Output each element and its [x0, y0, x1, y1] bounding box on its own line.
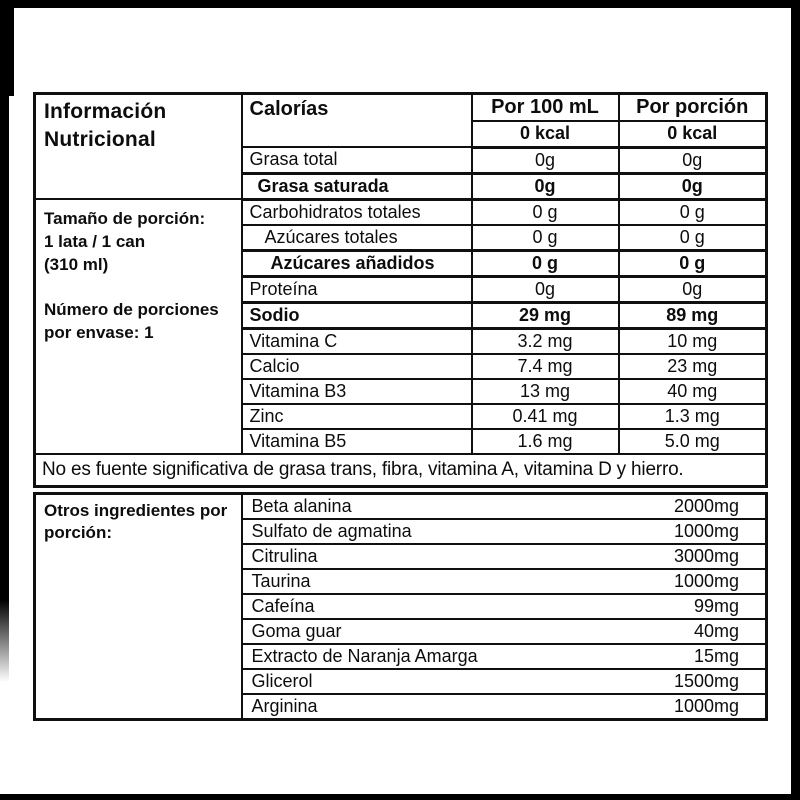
nutrient-name: Grasa total [240, 146, 473, 174]
ingredient-name: Citrulina [251, 546, 318, 566]
ingredient-amount: 1000mg [673, 521, 739, 541]
calories-header: Calorías [240, 92, 473, 148]
ingredient-name: Taurina [251, 571, 311, 591]
nutrient-name: Azúcares totales [240, 223, 473, 251]
nutrient-name: Azúcares añadidos [240, 248, 473, 278]
nutrient-row-proteina: Proteína 0g 0g [35, 275, 768, 303]
nutrient-name: Vitamina B3 [240, 377, 473, 405]
nutrient-per-serving: 89 mg [617, 300, 768, 330]
nutrient-per-serving: 0 g [617, 248, 768, 278]
nutrient-per-serving: 0g [617, 146, 768, 174]
nutrient-per-100ml: 7.4 mg [470, 352, 620, 380]
photo-edge-artifact-bottom [0, 794, 800, 800]
nutrient-row-grasa-saturada: Grasa saturada 0g 0g [35, 171, 768, 201]
nutrient-name: Sodio [240, 300, 473, 330]
serving-size-volume: (310 ml) [44, 254, 109, 274]
calories-per-serving: 0 kcal [617, 120, 768, 149]
ingredient-row: Glicerol 1500mg [35, 668, 768, 695]
ingredient-row: Otros ingredientes por porción: Beta ala… [33, 492, 768, 721]
ingredient-row: Extracto de Naranja Amarga 15mg [35, 643, 768, 670]
ingredient-name: Extracto de Naranja Amarga [251, 646, 478, 666]
ingredient-amount: 1000mg [673, 571, 739, 591]
nutrient-row-zinc: Zinc 0.41 mg 1.3 mg [35, 402, 768, 430]
nutrient-per-serving: 5.0 mg [617, 427, 768, 455]
nutrient-per-serving: 0g [617, 171, 768, 201]
spacer [44, 277, 235, 299]
ingredient-name: Beta alanina [251, 496, 352, 516]
nutrient-per-100ml: 3.2 mg [470, 327, 620, 355]
per-100ml-header: Por 100 mL [470, 92, 620, 122]
nutrient-per-serving: 0 g [617, 198, 768, 226]
nutrient-per-100ml: 0 g [470, 223, 620, 251]
nutrient-row-grasa-total: Grasa total 0g 0g [35, 146, 768, 174]
nutrition-title: Información Nutricional [33, 92, 243, 200]
nutrient-row-vitamina-b3: Vitamina B3 13 mg 40 mg [35, 377, 768, 405]
nutrient-name: Vitamina B5 [240, 427, 473, 455]
nutrient-per-100ml: 29 mg [470, 300, 620, 330]
servings-per-container-line1: Número de porciones [44, 299, 219, 319]
per-serving-header: Por porción [617, 92, 768, 122]
nutrient-per-100ml: 0g [470, 146, 620, 174]
calories-per-100ml: 0 kcal [470, 120, 620, 149]
nutrient-row-calcio: Calcio 7.4 mg 23 mg [35, 352, 768, 380]
nutrient-per-100ml: 0g [470, 171, 620, 201]
nutrient-name: Carbohidratos totales [240, 198, 473, 226]
nutrient-row-vitamina-b5: Vitamina B5 1.6 mg 5.0 mg [35, 427, 768, 455]
ingredient-row: Sulfato de agmatina 1000mg [35, 518, 768, 545]
ingredient-row: Citrulina 3000mg [35, 543, 768, 570]
nutrient-name: Grasa saturada [240, 171, 473, 201]
serving-size-label: Tamaño de porción: [44, 209, 206, 228]
nutrient-per-serving: 40 mg [617, 377, 768, 405]
nutrition-facts-table: Información Nutricional Calorías Por 100… [33, 92, 768, 488]
nutrient-name: Zinc [240, 402, 473, 430]
ingredient-name: Sulfato de agmatina [251, 521, 412, 541]
nutrient-per-100ml: 1.6 mg [470, 427, 620, 455]
photo-edge-artifact-top [0, 0, 800, 8]
nutrient-per-serving: 10 mg [617, 327, 768, 355]
footnote: No es fuente significativa de grasa tran… [33, 452, 768, 487]
ingredient-row: Goma guar 40mg [35, 618, 768, 645]
ingredient-name: Goma guar [251, 621, 342, 641]
nutrient-row-carbohidratos: Tamaño de porción: 1 lata / 1 can (310 m… [33, 198, 768, 455]
nutrient-per-100ml: 13 mg [470, 377, 620, 405]
ingredient-amount: 99mg [693, 596, 739, 616]
ingredient-name: Arginina [251, 696, 318, 716]
photo-edge-artifact-left [0, 0, 9, 682]
ingredient-name: Cafeína [251, 596, 315, 616]
ingredient-name: Glicerol [251, 671, 313, 691]
nutrient-per-100ml: 0g [470, 275, 620, 303]
nutrient-per-serving: 0 g [617, 223, 768, 251]
nutrient-per-serving: 23 mg [617, 352, 768, 380]
serving-size-value: 1 lata / 1 can [44, 231, 146, 251]
ingredient-row: Taurina 1000mg [35, 568, 768, 595]
nutrient-name: Vitamina C [240, 327, 473, 355]
ingredient-amount: 40mg [693, 621, 739, 641]
other-ingredients-table: Otros ingredientes por porción: Beta ala… [33, 492, 768, 721]
nutrient-name: Calcio [240, 352, 473, 380]
servings-per-container-line2: por envase: 1 [44, 322, 154, 342]
ingredient-amount: 2000mg [673, 496, 739, 516]
ingredient-amount: 3000mg [673, 546, 739, 566]
nutrient-per-100ml: 0.41 mg [470, 402, 620, 430]
nutrient-row-sodio: Sodio 29 mg 89 mg [35, 300, 768, 330]
serving-info-cell: Tamaño de porción: 1 lata / 1 can (310 m… [33, 198, 243, 455]
nutrient-name: Proteína [240, 275, 473, 303]
ingredient-amount: 1000mg [673, 696, 739, 716]
ingredient-amount: 15mg [693, 646, 739, 666]
ingredient-amount: 1500mg [673, 671, 739, 691]
nutrient-row-azucares-anadidos: Azúcares añadidos 0 g 0 g [35, 248, 768, 278]
other-ingredients-title: Otros ingredientes por porción: [33, 492, 243, 721]
nutrient-per-serving: 1.3 mg [617, 402, 768, 430]
nutrient-per-serving: 0g [617, 275, 768, 303]
nutrient-per-100ml: 0 g [470, 248, 620, 278]
ingredient-row: Arginina 1000mg [35, 693, 768, 721]
nutrient-per-100ml: 0 g [470, 198, 620, 226]
ingredient-row: Cafeína 99mg [35, 593, 768, 620]
photo-edge-artifact-right [791, 0, 800, 800]
